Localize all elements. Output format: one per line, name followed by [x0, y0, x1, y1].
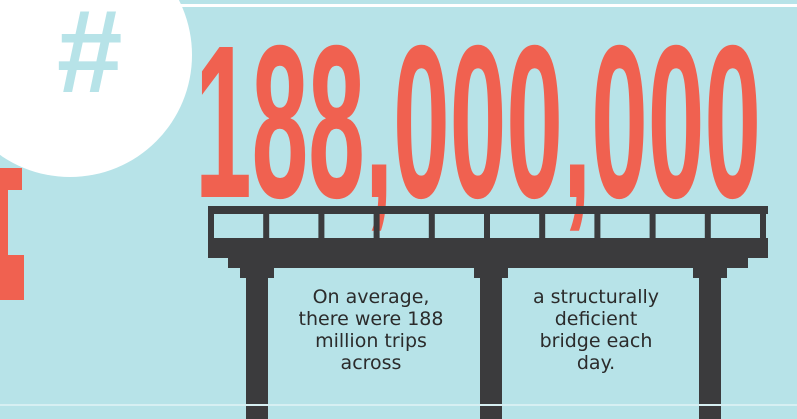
rail-post	[318, 212, 325, 240]
bridge	[208, 206, 768, 419]
bridge-beam	[228, 256, 748, 268]
rail-post	[539, 212, 546, 240]
rail-post	[594, 212, 601, 240]
rail-post	[484, 212, 490, 240]
pillar	[480, 266, 502, 419]
rail-post	[428, 212, 435, 240]
rail-post	[373, 212, 380, 240]
top-rule	[0, 4, 797, 7]
rail-post	[649, 212, 656, 240]
caption-right-line: day.	[577, 352, 615, 374]
badge-circle	[0, 0, 192, 177]
caption-right-line: a structurally	[533, 286, 659, 308]
pillar	[246, 266, 268, 419]
caption-right-line: deficient	[555, 308, 638, 330]
rail-post	[263, 212, 270, 240]
rail-post	[704, 212, 711, 240]
bottom-rule	[0, 404, 797, 406]
caption-left-line: On average,	[313, 286, 430, 308]
caption-left-line: million trips	[315, 330, 427, 352]
caption-left-line: there were 188	[299, 308, 444, 330]
bridge-deck	[208, 238, 768, 258]
headline-number: 188,000,000	[195, 1, 761, 244]
caption-left-line: across	[341, 352, 402, 374]
caption-right-line: bridge each	[540, 330, 653, 352]
pillar	[699, 266, 721, 419]
rail-post	[760, 212, 766, 240]
side-shape	[0, 168, 24, 300]
rail-post	[208, 212, 214, 240]
badge-symbol: #	[55, 0, 121, 118]
bridge-rail	[208, 206, 768, 214]
